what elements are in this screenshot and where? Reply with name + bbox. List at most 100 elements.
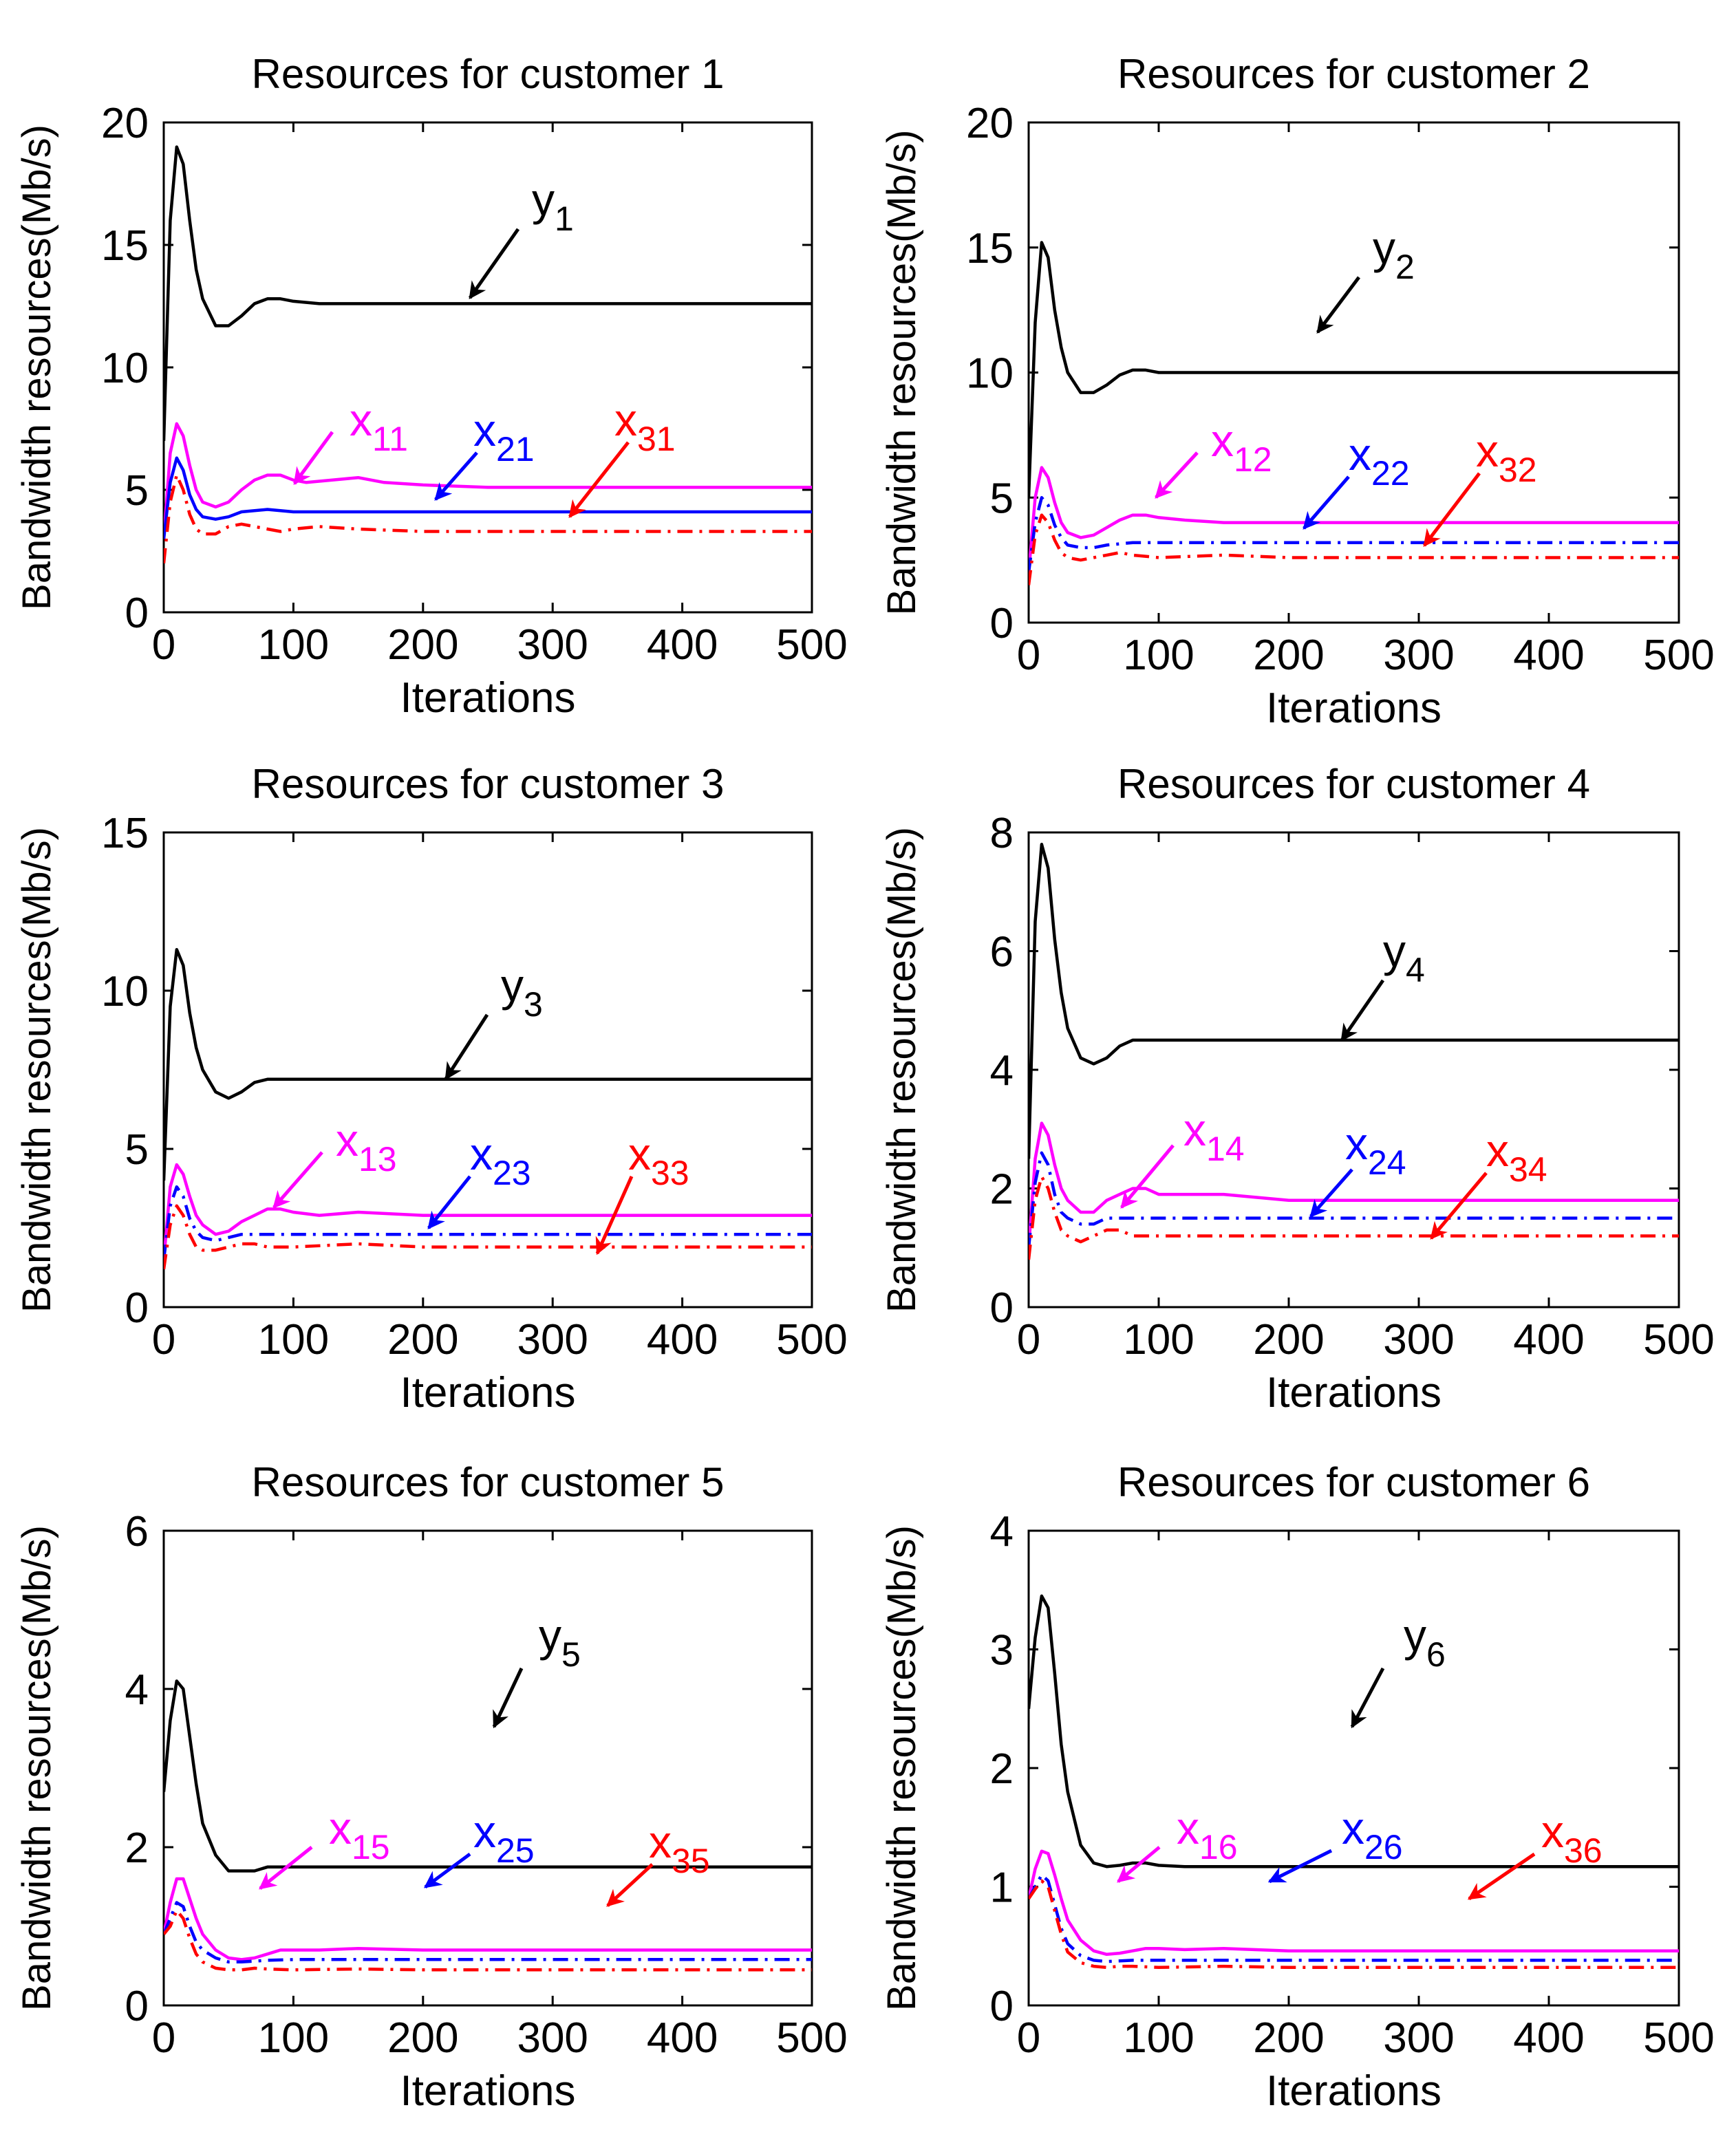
y-tick-label: 0 (990, 1284, 1014, 1332)
annotation-arrow (1350, 1667, 1385, 1729)
x-tick-label: 500 (1643, 2014, 1714, 2062)
x-tick-label: 100 (1123, 1316, 1194, 1364)
annotation-base: x (329, 1802, 352, 1853)
annotation-x23: x23 (427, 1128, 531, 1229)
annotation-label: x25 (473, 1806, 535, 1870)
annotation-arrow (1309, 1168, 1353, 1218)
annotation-x12: x12 (1155, 415, 1272, 499)
series-line-x25 (164, 1901, 812, 1964)
annotation-arrow (259, 1846, 313, 1890)
annotation-x15: x15 (259, 1802, 390, 1890)
y-axis-label: Bandwidth resources(Mb/s) (14, 1525, 59, 2011)
chart-title: Resources for customer 5 (252, 1459, 725, 1505)
annotation-base: x (1177, 1802, 1199, 1853)
chart-title: Resources for customer 1 (252, 51, 725, 97)
series-line-x24 (1029, 1151, 1679, 1249)
y-axis-label: Bandwidth resources(Mb/s) (14, 827, 59, 1313)
annotation-label: x36 (1541, 1806, 1603, 1870)
x-tick-label: 300 (517, 1316, 588, 1364)
x-tick-label: 400 (1513, 2014, 1584, 2062)
x-axis-label: Iterations (400, 1369, 575, 1417)
y-tick-label: 2 (990, 1166, 1014, 1214)
x-axis-label: Iterations (1266, 2067, 1442, 2115)
annotation-base: x (1211, 415, 1234, 466)
annotation-x16: x16 (1117, 1802, 1238, 1883)
x-tick-label: 400 (1513, 632, 1584, 679)
x-tick-label: 500 (776, 621, 847, 669)
annotation-subscript: 16 (1199, 1828, 1238, 1866)
series-line-y2 (1029, 241, 1679, 498)
annotation-base: x (1183, 1104, 1206, 1155)
annotation-subscript: 1 (555, 200, 574, 238)
x-tick-label: 200 (1253, 1316, 1324, 1364)
y-tick-label: 15 (101, 810, 149, 857)
x-tick-label: 400 (1513, 1316, 1584, 1364)
x-tick-label: 400 (647, 1316, 718, 1364)
annotation-base: x (1345, 1118, 1368, 1169)
y-tick-label: 10 (101, 968, 149, 1015)
x-tick-label: 0 (1017, 632, 1040, 679)
series-line-x15 (164, 1877, 812, 1961)
y-tick-label: 0 (125, 1284, 149, 1332)
x-tick-label: 0 (1017, 1316, 1040, 1364)
annotation-arrow (568, 441, 630, 518)
annotation-arrow (427, 1175, 471, 1229)
plot-frame (162, 121, 813, 614)
chart-title: Resources for customer 3 (252, 761, 725, 807)
annotation-x35: x35 (606, 1816, 710, 1907)
annotation-label: x21 (473, 405, 535, 469)
y-tick-label: 15 (966, 225, 1014, 272)
annotation-base: y (1404, 1610, 1426, 1661)
series-line-x14 (1029, 1121, 1679, 1248)
annotation-x21: x21 (434, 405, 535, 501)
x-tick-label: 200 (1253, 2014, 1324, 2062)
annotation-x34: x34 (1430, 1125, 1547, 1240)
annotation-x26: x26 (1267, 1802, 1403, 1884)
x-tick-label: 0 (152, 621, 175, 669)
annotation-base: x (350, 394, 372, 445)
annotation-x24: x24 (1309, 1118, 1406, 1218)
annotation-subscript: 35 (672, 1842, 710, 1880)
x-tick-label: 200 (387, 2014, 458, 2062)
annotation-base: x (473, 405, 496, 455)
x-tick-label: 300 (1383, 2014, 1454, 2062)
y-tick-label: 0 (990, 600, 1014, 647)
annotation-x31: x31 (568, 394, 676, 518)
annotation-arrow (1303, 475, 1350, 530)
y-tick-label: 10 (966, 350, 1014, 398)
x-tick-label: 500 (776, 1316, 847, 1364)
annotation-subscript: 14 (1206, 1130, 1245, 1168)
y-axis-label: Bandwidth resources(Mb/s) (879, 1525, 924, 2011)
annotation-label: x15 (329, 1802, 390, 1866)
annotation-subscript: 12 (1234, 440, 1272, 479)
annotation-label: x14 (1183, 1104, 1245, 1168)
chart-panel-3: 0 100 200 300 400 500 0 5 10 15 Resources for cust… (14, 761, 848, 1417)
chart-title: Resources for customer 6 (1117, 1459, 1590, 1505)
annotation-subscript: 24 (1368, 1143, 1406, 1182)
series-line-x31 (164, 473, 812, 564)
series-line-y1 (164, 145, 812, 441)
y-tick-label: 5 (125, 467, 149, 515)
series-line-x23 (164, 1185, 812, 1260)
annotation-label: y3 (501, 960, 543, 1024)
annotation-label: x34 (1486, 1125, 1547, 1189)
series-line-x33 (164, 1204, 812, 1270)
annotation-subscript: 23 (493, 1154, 531, 1192)
x-tick-label: 0 (152, 2014, 175, 2062)
annotation-base: y (501, 960, 524, 1011)
annotation-label: x35 (649, 1816, 710, 1880)
x-axis-label: Iterations (400, 674, 575, 722)
annotation-x22: x22 (1303, 429, 1410, 530)
annotation-x14: x14 (1120, 1104, 1245, 1209)
annotation-label: x24 (1345, 1118, 1406, 1182)
annotation-x11: x11 (292, 394, 408, 486)
series-line-x36 (1029, 1879, 1679, 1970)
annotation-subscript: 15 (352, 1828, 390, 1866)
y-tick-label: 0 (990, 1983, 1014, 2030)
y-tick-label: 20 (966, 100, 1014, 147)
annotation-x13: x13 (272, 1115, 397, 1209)
annotation-subscript: 25 (496, 1831, 535, 1870)
annotation-base: x (628, 1128, 651, 1179)
annotation-arrow (1117, 1846, 1161, 1883)
x-tick-label: 500 (1643, 632, 1714, 679)
